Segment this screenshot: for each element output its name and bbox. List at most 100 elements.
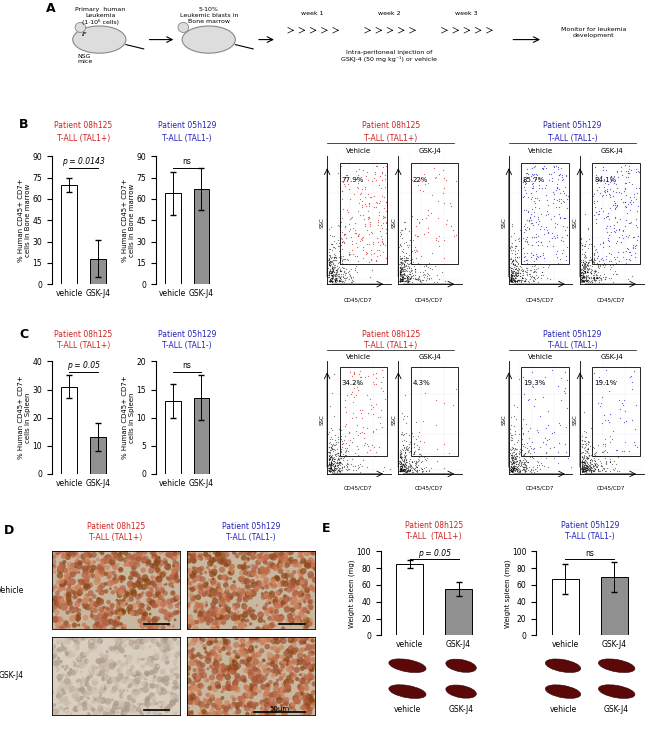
Point bbox=[370, 200, 381, 212]
Point bbox=[506, 275, 516, 287]
Point bbox=[174, 575, 184, 587]
Point bbox=[323, 254, 333, 266]
Point bbox=[294, 550, 304, 562]
Point bbox=[137, 649, 148, 661]
Point bbox=[145, 589, 155, 601]
Point bbox=[369, 376, 379, 388]
Point bbox=[583, 461, 593, 473]
Point bbox=[508, 255, 518, 267]
Point bbox=[600, 186, 610, 198]
Point bbox=[337, 270, 348, 282]
Point bbox=[241, 657, 252, 668]
Point bbox=[404, 265, 414, 276]
Point bbox=[144, 615, 154, 626]
Point bbox=[324, 276, 335, 287]
Point bbox=[624, 176, 634, 188]
Point bbox=[167, 552, 177, 564]
Point bbox=[329, 269, 339, 281]
Point bbox=[582, 267, 592, 279]
Point bbox=[586, 264, 597, 276]
Text: Intra-peritoneal injection of
GSKJ-4 (50 mg kg⁻¹) or vehicle: Intra-peritoneal injection of GSKJ-4 (50… bbox=[341, 50, 437, 62]
Point bbox=[249, 579, 259, 591]
Point bbox=[585, 463, 595, 475]
Point bbox=[298, 593, 308, 605]
Point bbox=[324, 246, 334, 258]
Point bbox=[229, 699, 239, 711]
Point bbox=[378, 161, 388, 173]
Point bbox=[211, 606, 221, 618]
Point bbox=[419, 168, 429, 180]
Point bbox=[212, 681, 222, 693]
Point bbox=[327, 262, 337, 273]
Point bbox=[98, 637, 108, 649]
Point bbox=[282, 646, 293, 657]
Point bbox=[375, 239, 385, 251]
Point bbox=[103, 551, 114, 563]
Point bbox=[237, 699, 248, 710]
Point bbox=[135, 575, 146, 587]
Point bbox=[202, 689, 213, 701]
Point bbox=[508, 465, 518, 477]
Point bbox=[512, 268, 523, 279]
Point bbox=[94, 593, 104, 604]
Point bbox=[402, 444, 412, 456]
Point bbox=[229, 588, 239, 600]
Point bbox=[508, 267, 518, 279]
Point bbox=[81, 676, 92, 688]
Point bbox=[146, 694, 157, 706]
Point bbox=[406, 270, 416, 282]
Point bbox=[584, 436, 594, 448]
Point bbox=[329, 453, 339, 465]
Point bbox=[56, 656, 66, 668]
Point bbox=[508, 463, 519, 475]
Point bbox=[580, 461, 591, 473]
Point bbox=[506, 411, 516, 422]
Point bbox=[530, 248, 541, 260]
Point bbox=[216, 598, 227, 609]
Point bbox=[583, 256, 593, 268]
Point bbox=[324, 453, 334, 465]
Point bbox=[157, 584, 167, 596]
Point bbox=[328, 251, 339, 263]
Point bbox=[371, 255, 382, 267]
Point bbox=[173, 591, 183, 603]
Point bbox=[308, 687, 318, 699]
Point bbox=[324, 256, 335, 268]
Point bbox=[201, 601, 211, 612]
Point bbox=[169, 703, 179, 715]
Point bbox=[183, 555, 194, 567]
Point bbox=[367, 439, 378, 451]
Point bbox=[140, 620, 151, 632]
Point bbox=[48, 640, 58, 652]
Point bbox=[526, 451, 537, 463]
Point bbox=[518, 232, 528, 244]
Point bbox=[577, 459, 588, 471]
Point bbox=[519, 272, 530, 284]
Point bbox=[237, 563, 248, 575]
Point bbox=[370, 254, 381, 265]
Point bbox=[207, 691, 218, 702]
Point bbox=[328, 445, 338, 457]
Point bbox=[531, 228, 541, 240]
Point bbox=[349, 368, 359, 380]
Point bbox=[53, 691, 63, 702]
Point bbox=[129, 705, 139, 716]
Point bbox=[333, 461, 344, 473]
Point bbox=[49, 613, 60, 625]
Text: 84.1%: 84.1% bbox=[594, 177, 616, 183]
Point bbox=[552, 218, 562, 230]
Point bbox=[400, 275, 410, 287]
Point bbox=[395, 270, 406, 282]
Point bbox=[405, 273, 415, 284]
Point bbox=[403, 254, 413, 266]
Point bbox=[289, 639, 299, 651]
Point bbox=[400, 450, 410, 462]
Point bbox=[258, 570, 268, 582]
Point bbox=[343, 178, 354, 190]
Point bbox=[369, 200, 380, 212]
Point bbox=[397, 263, 408, 275]
Point bbox=[399, 460, 410, 472]
Point bbox=[301, 632, 311, 644]
Point bbox=[324, 462, 334, 474]
Point bbox=[588, 273, 599, 285]
